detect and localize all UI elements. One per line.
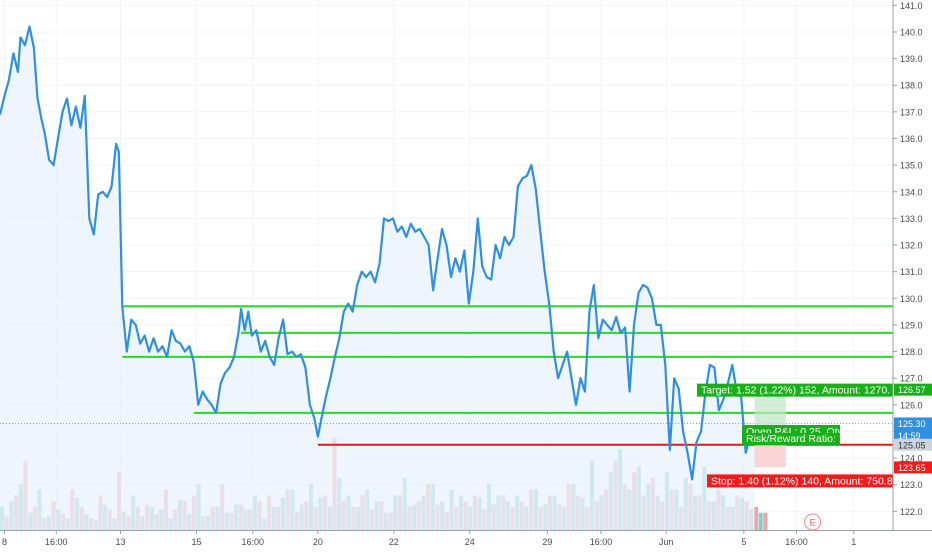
volume-bar-down (763, 513, 767, 530)
price-label-text: 125.05 (898, 440, 926, 450)
time-tick-label: 5 (741, 537, 746, 547)
time-tick-label: 1 (851, 537, 856, 547)
price-area (0, 27, 755, 530)
price-tick-label: 122.0 (900, 507, 923, 517)
earnings-marker[interactable]: E (805, 514, 821, 530)
price-tick-label: 126.0 (900, 400, 923, 410)
time-tick-label: 16:00 (45, 537, 68, 547)
volume-bar-up (759, 513, 763, 530)
time-tick-label: 16:00 (785, 537, 808, 547)
price-label-text: 125.30 (898, 419, 926, 429)
time-tick-label: Jun (659, 537, 674, 547)
rr-label-text: Risk/Reward Ratio: 1.09 (746, 433, 859, 445)
price-tick-label: 128.0 (900, 347, 923, 357)
price-tick-label: 138.0 (900, 81, 923, 91)
price-tick-label: 133.0 (900, 214, 923, 224)
price-tick-label: 129.0 (900, 320, 923, 330)
price-tick-label: 127.0 (900, 374, 923, 384)
stop-label-text: Stop: 1.40 (1.12%) 140, Amount: 750.8 (711, 475, 893, 487)
target-label-text: Target: 1.52 (1.22%) 152, Amount: 1270. (701, 385, 890, 397)
time-tick-label: 16:00 (241, 537, 264, 547)
price-tick-label: 132.0 (900, 241, 923, 251)
price-tick-label: 123.0 (900, 480, 923, 490)
price-tick-label: 137.0 (900, 107, 923, 117)
time-tick-label: 22 (389, 537, 399, 547)
price-tick-label: 141.0 (900, 1, 923, 11)
stop-label[interactable]: Stop: 1.40 (1.12%) 140, Amount: 750.8 (707, 474, 893, 487)
time-tick-label: 16:00 (590, 537, 613, 547)
time-axis[interactable]: 8 16:00 13 15 16:00 20 22 24 29 16:00 Jun 5 16:00 1 (0, 530, 932, 550)
time-tick-label: 15 (191, 537, 201, 547)
earnings-marker-label: E (810, 518, 816, 528)
time-tick-label: 24 (465, 537, 475, 547)
rr-label[interactable]: Risk/Reward Ratio: 1.09 (742, 433, 859, 445)
price-tick-label: 131.0 (900, 267, 923, 277)
price-tick-label: 135.0 (900, 161, 923, 171)
price-tick-label: 130.0 (900, 294, 923, 304)
price-tick-label: 140.0 (900, 27, 923, 37)
price-tick-label: 139.0 (900, 54, 923, 64)
price-label-text: 123.65 (898, 463, 926, 473)
time-tick-label: 20 (313, 537, 323, 547)
price-axis[interactable]: 122.0123.0124.0125.0126.0127.0128.0129.0… (893, 0, 932, 550)
price-label-text: 126.57 (898, 385, 926, 395)
time-tick-label: 13 (116, 537, 126, 547)
target-label[interactable]: Target: 1.52 (1.22%) 152, Amount: 1270. (697, 384, 893, 397)
time-tick-label: 29 (542, 537, 552, 547)
price-tick-label: 134.0 (900, 187, 923, 197)
price-tick-label: 136.0 (900, 134, 923, 144)
price-area-fill (0, 27, 755, 530)
time-tick-label: 8 (2, 537, 7, 547)
